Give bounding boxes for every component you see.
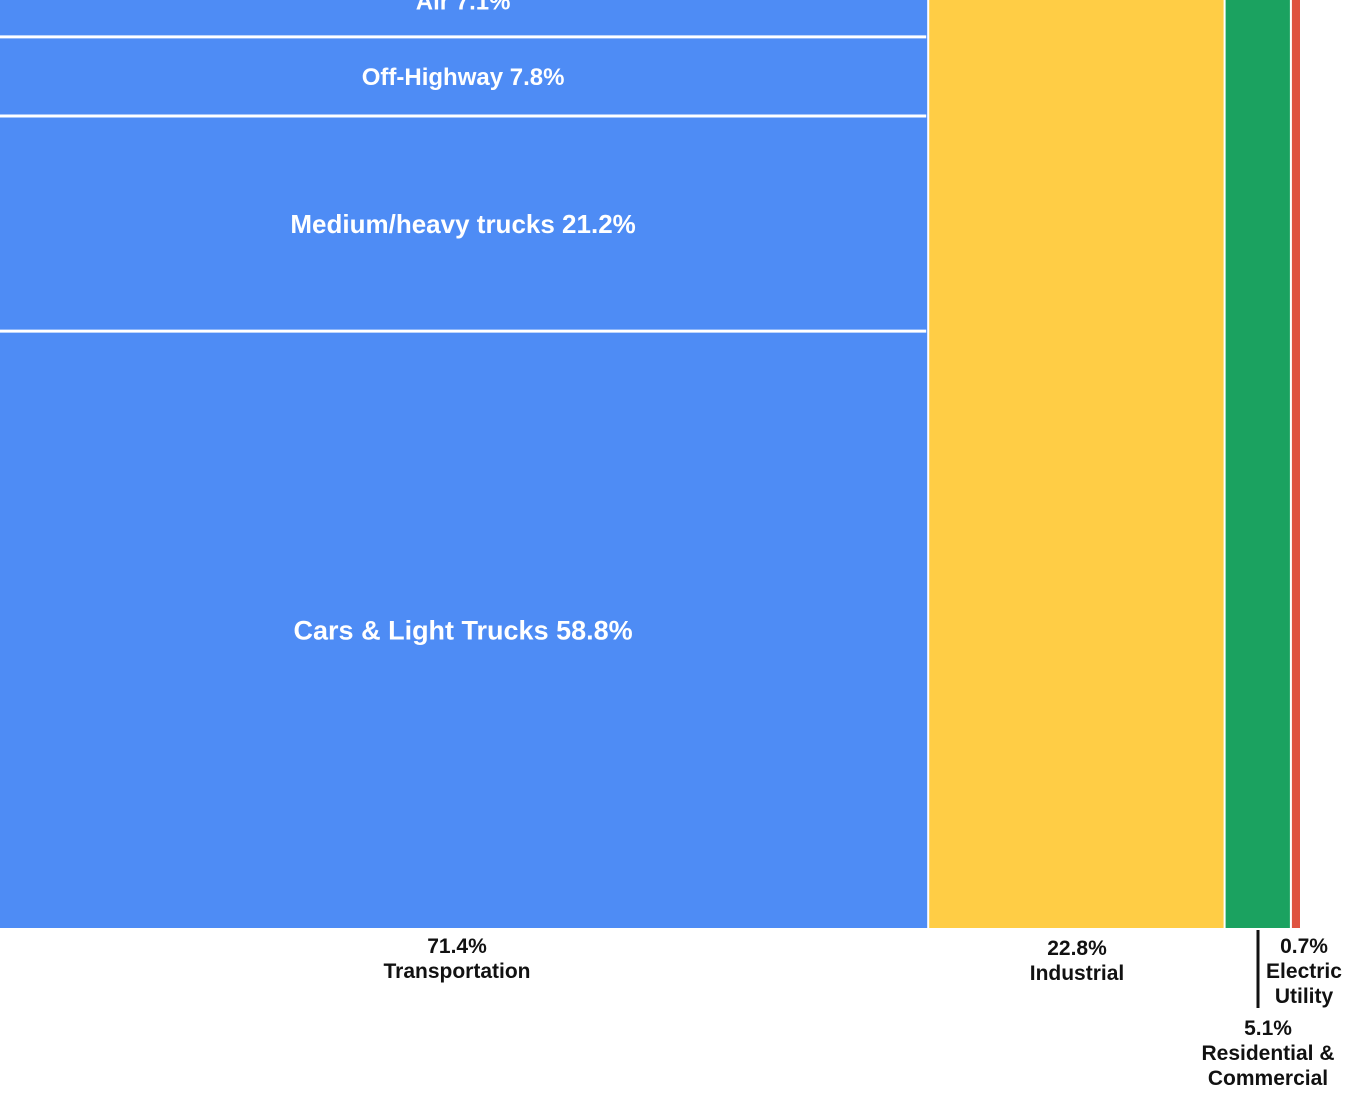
sector-name-electric-utility-line-1: Electric	[1266, 960, 1342, 983]
sector-name-transportation: Transportation	[383, 960, 530, 983]
bar-residential-and-commercial	[1224, 0, 1291, 928]
sector-value-electric-utility: 0.7%	[1280, 935, 1328, 958]
segment-cars-and-light-trucks	[0, 331, 927, 929]
sector-value-residential-and-commercial: 5.1%	[1244, 1017, 1292, 1040]
segment-air	[0, 0, 927, 37]
sector-name-electric-utility-line-2: Utility	[1275, 985, 1334, 1008]
segment-label-air: Air 7.1%	[416, 0, 511, 15]
bar-electric-utility	[1290, 0, 1300, 928]
sector-value-transportation: 71.4%	[427, 935, 487, 958]
sector-value-industrial: 22.8%	[1047, 937, 1107, 960]
bar-industrial	[928, 0, 1225, 928]
segment-label-off-highway: Off-Highway 7.8%	[362, 64, 565, 91]
sector-name-residential-and-commercial-line-2: Commercial	[1208, 1067, 1328, 1090]
sector-name-industrial: Industrial	[1030, 962, 1125, 985]
segment-label-cars-and-light-trucks: Cars & Light Trucks 58.8%	[294, 615, 633, 645]
segment-label-medium-heavy-trucks: Medium/heavy trucks 21.2%	[290, 209, 635, 239]
sector-name-residential-and-commercial-line-1: Residential &	[1201, 1042, 1334, 1065]
segment-off-highway	[0, 36, 927, 116]
segment-medium-heavy-trucks	[0, 115, 927, 332]
